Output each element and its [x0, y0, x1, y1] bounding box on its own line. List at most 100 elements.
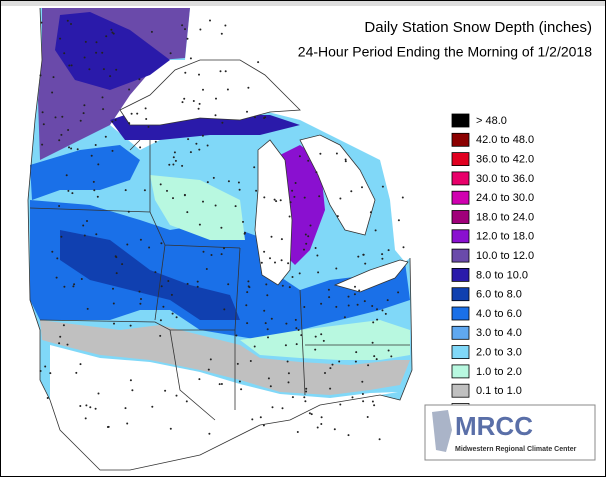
- station-dot: [172, 156, 175, 159]
- logo-box: [424, 404, 596, 461]
- station-dot: [287, 381, 290, 384]
- station-dot: [263, 309, 266, 312]
- station-dot: [129, 379, 132, 382]
- legend-label: 42.0 to 48.0: [476, 134, 534, 146]
- legend-swatch: [451, 383, 470, 398]
- station-dot: [148, 246, 151, 249]
- station-dot: [387, 349, 390, 352]
- station-dot: [169, 427, 172, 430]
- station-dot: [255, 189, 258, 192]
- station-dot: [187, 138, 190, 141]
- station-dot: [288, 215, 291, 218]
- station-dot: [62, 324, 65, 327]
- station-dot: [390, 355, 393, 358]
- legend-label: 0.1 to 1.0: [476, 385, 522, 397]
- station-dot: [322, 339, 325, 342]
- station-dot: [97, 392, 100, 395]
- station-dot: [105, 35, 108, 38]
- station-dot: [245, 304, 248, 307]
- station-dot: [54, 116, 57, 119]
- station-dot: [275, 200, 278, 203]
- station-dot: [260, 261, 263, 264]
- station-dot: [164, 389, 167, 392]
- station-dot: [208, 432, 211, 435]
- station-dot: [266, 294, 269, 297]
- station-dot: [295, 327, 298, 330]
- station-dot: [371, 305, 374, 307]
- station-dot: [186, 211, 189, 214]
- station-dot: [309, 224, 312, 227]
- station-dot: [209, 19, 211, 22]
- station-dot: [97, 163, 100, 166]
- station-dot: [139, 238, 142, 241]
- station-dot: [303, 248, 305, 251]
- station-dot: [319, 152, 322, 155]
- station-dot: [154, 271, 157, 274]
- station-dot: [206, 144, 209, 147]
- station-dot: [259, 416, 262, 419]
- station-dot: [66, 19, 69, 22]
- station-dot: [212, 176, 215, 179]
- snow-zone: [240, 320, 410, 360]
- station-dot: [75, 371, 78, 374]
- snow-zone: [55, 12, 170, 90]
- station-dot: [104, 135, 107, 138]
- station-dot: [51, 250, 54, 253]
- station-dot: [402, 246, 405, 249]
- station-dot: [335, 152, 338, 155]
- station-dot: [253, 345, 256, 348]
- station-dot: [126, 422, 129, 425]
- station-dot: [281, 407, 284, 410]
- station-dot: [251, 418, 254, 421]
- station-dot: [143, 189, 146, 192]
- station-dot: [218, 383, 221, 386]
- station-dot: [114, 119, 117, 121]
- station-dot: [95, 51, 98, 54]
- station-dot: [314, 335, 317, 338]
- station-dot: [61, 115, 64, 118]
- lake-superior: [119, 59, 301, 126]
- station-dot: [363, 300, 366, 303]
- station-dot: [159, 183, 162, 186]
- station-dot: [84, 417, 87, 420]
- legend-swatch: [451, 267, 470, 282]
- station-dot: [138, 78, 141, 81]
- station-dot: [397, 291, 400, 294]
- station-dot: [128, 122, 131, 125]
- station-dot: [246, 322, 249, 325]
- station-dot: [373, 355, 376, 358]
- station-dot: [358, 289, 361, 292]
- station-dot: [86, 307, 89, 310]
- station-dot: [171, 312, 174, 315]
- station-dot: [93, 189, 96, 192]
- station-dot: [381, 257, 384, 260]
- station-dot: [280, 259, 283, 262]
- logo: MRCC Midwestern Regional Climate Center: [424, 404, 596, 461]
- station-dot: [397, 219, 400, 222]
- station-dot: [335, 267, 338, 270]
- station-dot: [59, 335, 62, 338]
- station-dot: [70, 64, 73, 67]
- legend-label: 18.0 to 24.0: [476, 211, 534, 223]
- station-dot: [288, 286, 291, 289]
- legend-label: 1.0 to 2.0: [476, 366, 522, 378]
- station-dot: [145, 118, 148, 120]
- station-dot: [316, 426, 319, 429]
- station-dot: [183, 97, 186, 100]
- station-dot: [207, 368, 210, 371]
- station-dot: [147, 125, 150, 128]
- station-dot: [63, 285, 66, 288]
- station-dot: [303, 396, 306, 399]
- station-dot: [386, 299, 389, 302]
- station-dot: [305, 242, 308, 245]
- station-dot: [347, 434, 350, 437]
- station-dot: [280, 238, 283, 241]
- station-dot: [221, 121, 224, 124]
- station-dot: [67, 129, 70, 131]
- station-dot: [202, 250, 205, 253]
- stations: [39, 19, 405, 441]
- station-dot: [354, 360, 357, 363]
- station-dot: [266, 328, 269, 331]
- station-dot: [67, 189, 70, 192]
- station-dot: [351, 396, 354, 399]
